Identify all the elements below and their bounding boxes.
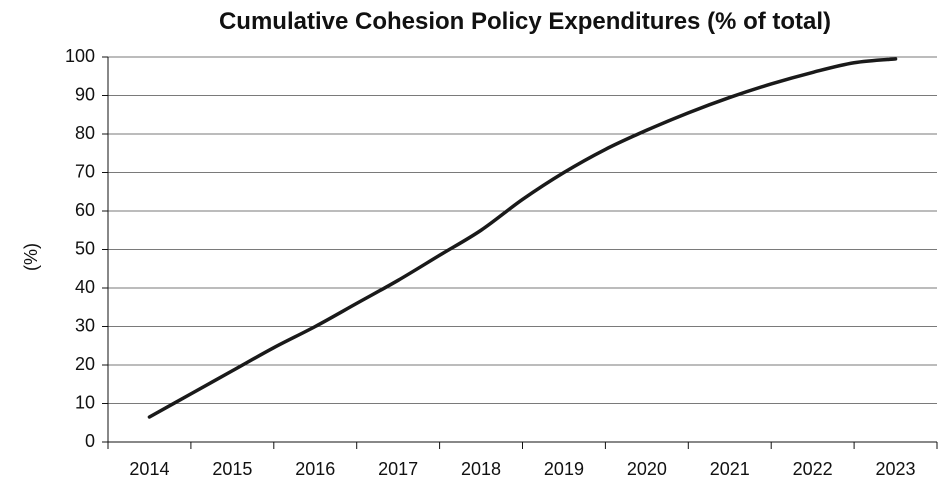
x-tick-label: 2023 <box>876 459 916 479</box>
x-tick-label: 2019 <box>544 459 584 479</box>
chart-title: Cumulative Cohesion Policy Expenditures … <box>218 8 832 35</box>
y-tick-label: 40 <box>75 277 95 297</box>
x-tick-label: 2020 <box>627 459 667 479</box>
x-tick-label: 2014 <box>129 459 169 479</box>
x-tick-label: 2017 <box>378 459 418 479</box>
y-tick-label: 30 <box>75 315 95 335</box>
y-tick-label: 0 <box>85 431 95 451</box>
x-tick-label: 2022 <box>793 459 833 479</box>
y-tick-label: 80 <box>75 123 95 143</box>
y-tick-label: 100 <box>65 46 95 66</box>
x-tick-label: 2018 <box>461 459 501 479</box>
y-tick-labels: 0 10 20 30 40 50 60 70 80 90 100 <box>65 46 95 451</box>
y-axis-label: (%) <box>21 243 41 271</box>
y-tick-label: 50 <box>75 238 95 258</box>
x-tick-label: 2016 <box>295 459 335 479</box>
series <box>147 57 898 419</box>
y-tick-label: 90 <box>75 84 95 104</box>
y-tick-label: 60 <box>75 200 95 220</box>
gridlines <box>108 56 937 404</box>
y-tick-label: 20 <box>75 354 95 374</box>
series-line <box>147 57 898 419</box>
x-tick-label: 2015 <box>212 459 252 479</box>
x-tick-labels: 2014 2015 2016 2017 2018 2019 2020 2021 2022 2023 <box>129 459 915 479</box>
x-tick-label: 2021 <box>710 459 750 479</box>
axes <box>102 56 938 449</box>
y-tick-label: 10 <box>75 392 95 412</box>
y-tick-label: 70 <box>75 161 95 181</box>
